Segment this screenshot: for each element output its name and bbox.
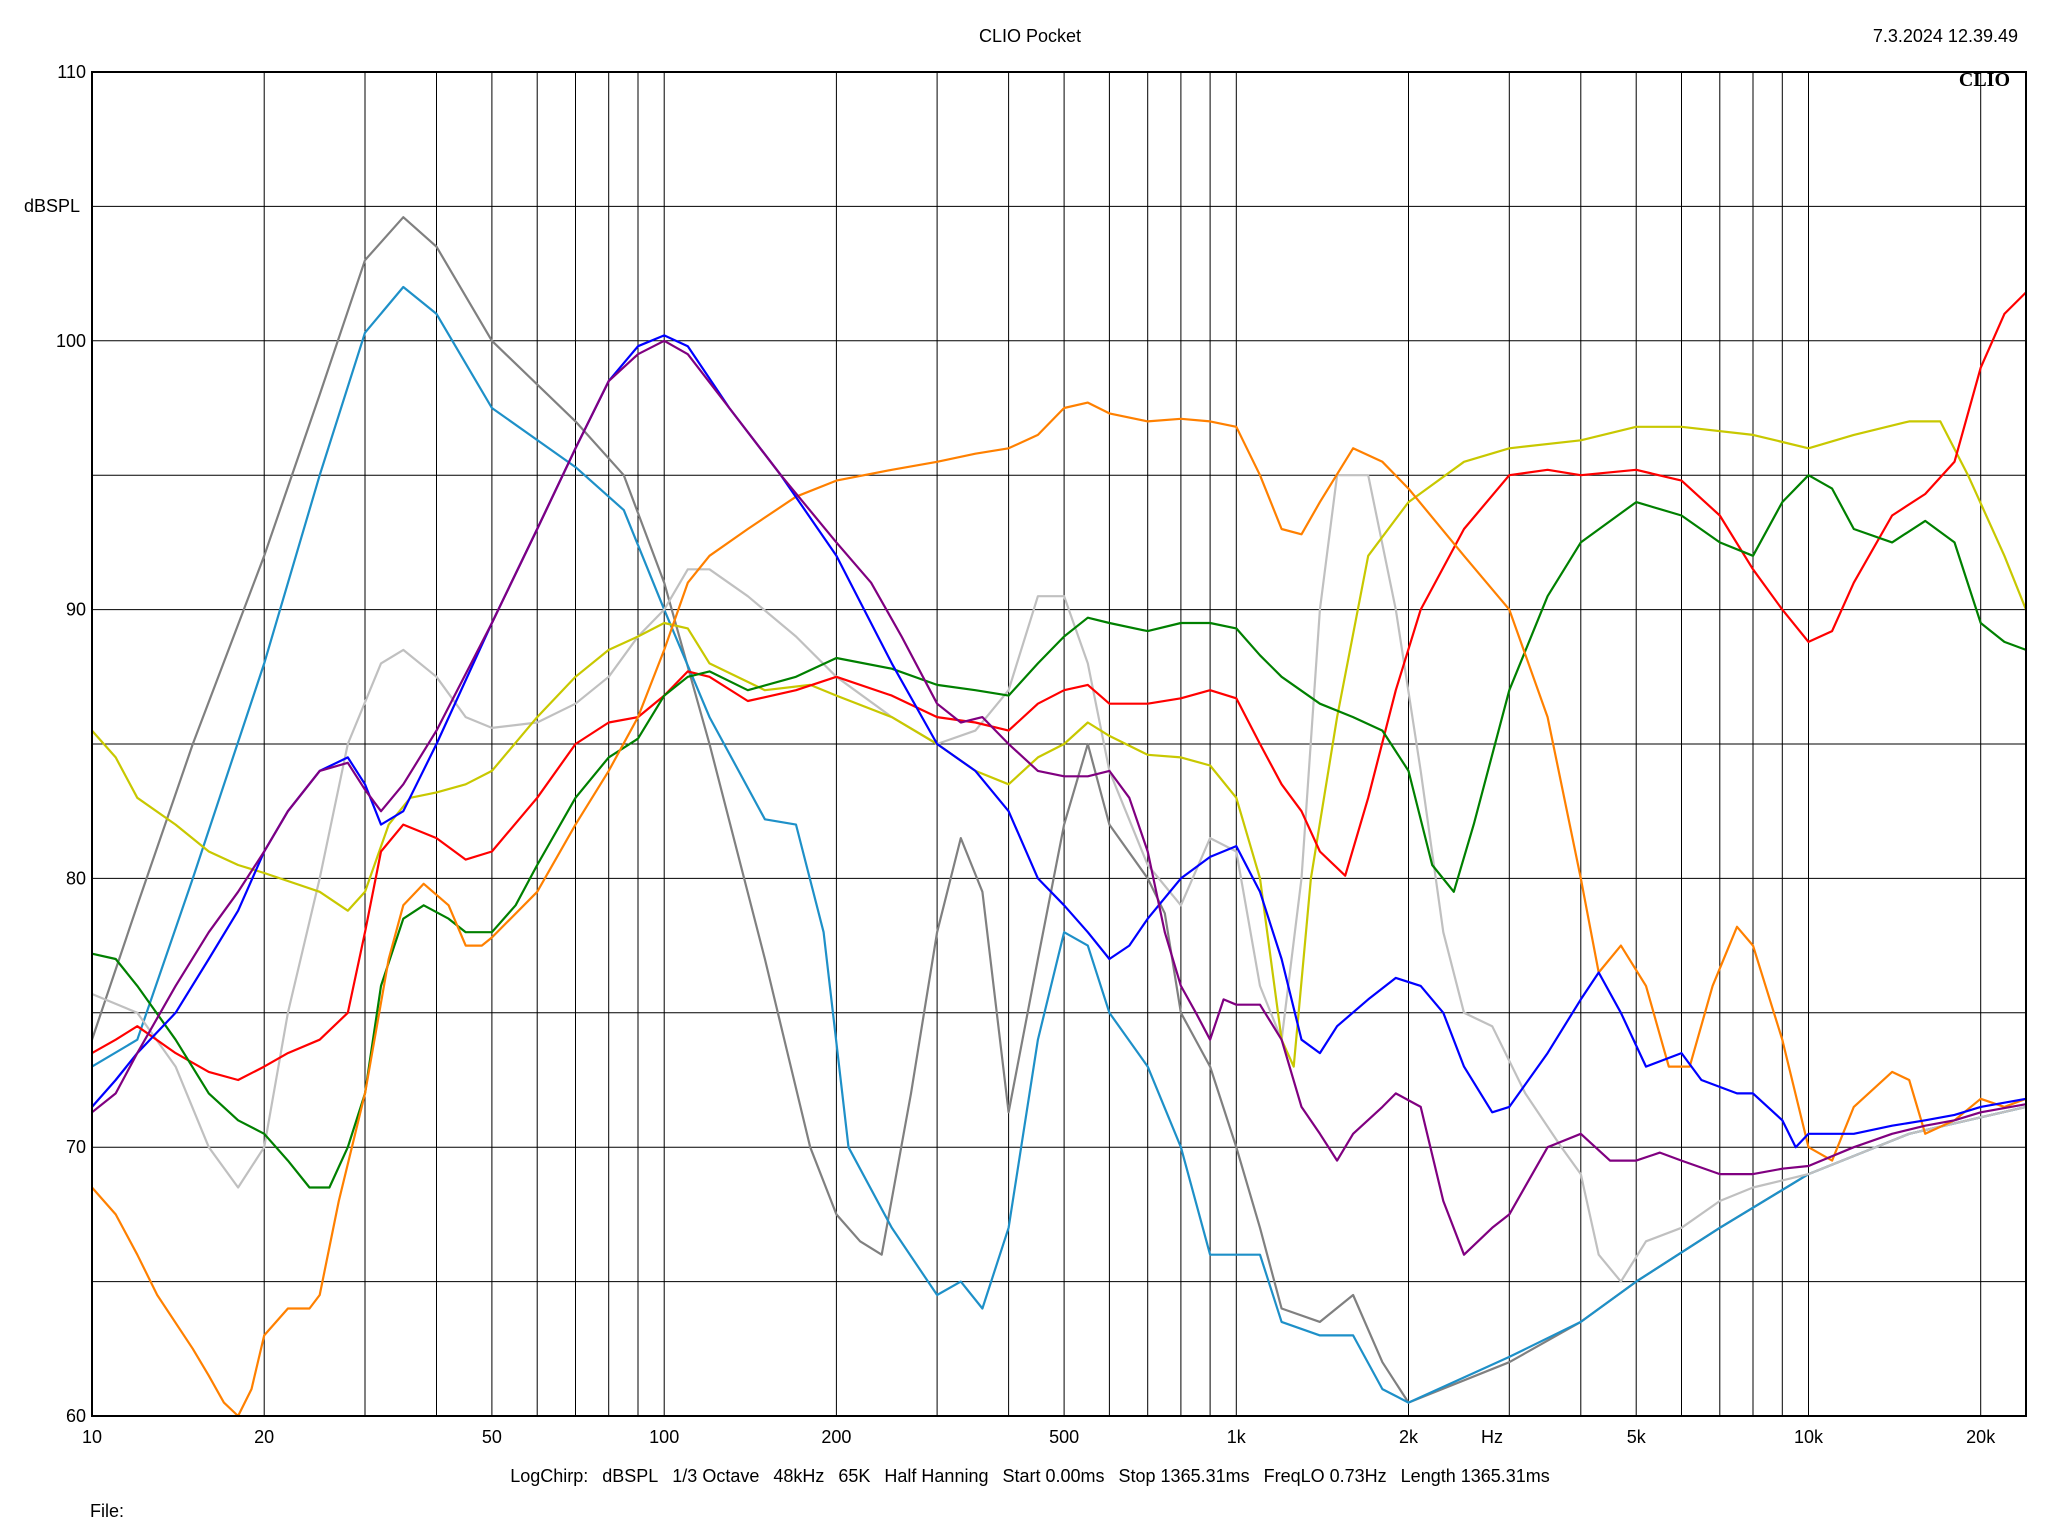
- y-tick-label: 90: [66, 600, 86, 620]
- setting-item: LogChirp:: [510, 1466, 588, 1486]
- x-tick-label: 50: [482, 1427, 502, 1447]
- series-line-8: [91, 334, 2027, 1149]
- chart-title: CLIO Pocket: [979, 26, 1081, 46]
- series-line-6: [91, 474, 2027, 1189]
- x-tick-label: 10k: [1794, 1427, 1824, 1447]
- timestamp: 7.3.2024 12.39.49: [1873, 26, 2018, 46]
- plot-frame: [91, 71, 2027, 1417]
- series-line-7: [91, 401, 2027, 1418]
- grid: [92, 72, 2026, 1416]
- setting-item: 48kHz: [773, 1466, 824, 1486]
- setting-item: Half Hanning: [884, 1466, 988, 1486]
- measurement-settings: LogChirp: dBSPL 1/3 Octave 48kHz 65K Half Han…: [510, 1466, 1550, 1486]
- x-axis-label: Hz: [1481, 1427, 1503, 1447]
- setting-item: Stop 1365.31ms: [1119, 1466, 1250, 1486]
- x-tick-label: 2k: [1399, 1427, 1419, 1447]
- setting-item: Length 1365.31ms: [1401, 1466, 1550, 1486]
- y-tick-label: 70: [66, 1137, 86, 1157]
- x-tick-labels: 10 20 50 100 200 500 1k 2k 5k 10k 20k: [82, 1427, 1996, 1447]
- file-label: File:: [90, 1501, 124, 1521]
- series-line-3: [91, 474, 2027, 1283]
- series-line-4: [91, 420, 2028, 1068]
- x-tick-label: 20: [254, 1427, 274, 1447]
- x-tick-label: 200: [821, 1427, 851, 1447]
- series-line-9: [91, 339, 2027, 1256]
- series-line-5: [91, 291, 2027, 1082]
- settings-line: LogChirp: dBSPL 1/3 Octave 48kHz 65K Half Han…: [510, 1466, 1550, 1486]
- x-tick-label: 20k: [1966, 1427, 1996, 1447]
- setting-item: 65K: [838, 1466, 870, 1486]
- series-group: [90, 216, 2028, 1418]
- setting-item: FreqLO 0.73Hz: [1264, 1466, 1387, 1486]
- setting-item: 1/3 Octave: [672, 1466, 759, 1486]
- y-tick-label: 60: [66, 1406, 86, 1426]
- y-tick-label: 110: [57, 62, 86, 82]
- x-tick-label: 500: [1049, 1427, 1079, 1447]
- setting-item: Start 0.00ms: [1002, 1466, 1104, 1486]
- setting-item: dBSPL: [602, 1466, 658, 1486]
- clio-logo: CLIO: [1959, 69, 2010, 91]
- y-tick-label: 100: [56, 331, 86, 351]
- y-tick-labels: 60 70 80 90 100 110: [56, 62, 86, 1426]
- x-tick-label: 5k: [1627, 1427, 1647, 1447]
- series-line-1: [90, 216, 2027, 1404]
- series-line-2: [91, 285, 2027, 1404]
- y-axis-label: dBSPL: [24, 196, 80, 216]
- x-tick-label: 100: [649, 1427, 679, 1447]
- y-tick-label: 80: [66, 868, 86, 888]
- x-tick-label: 1k: [1227, 1427, 1247, 1447]
- x-tick-label: 10: [82, 1427, 102, 1447]
